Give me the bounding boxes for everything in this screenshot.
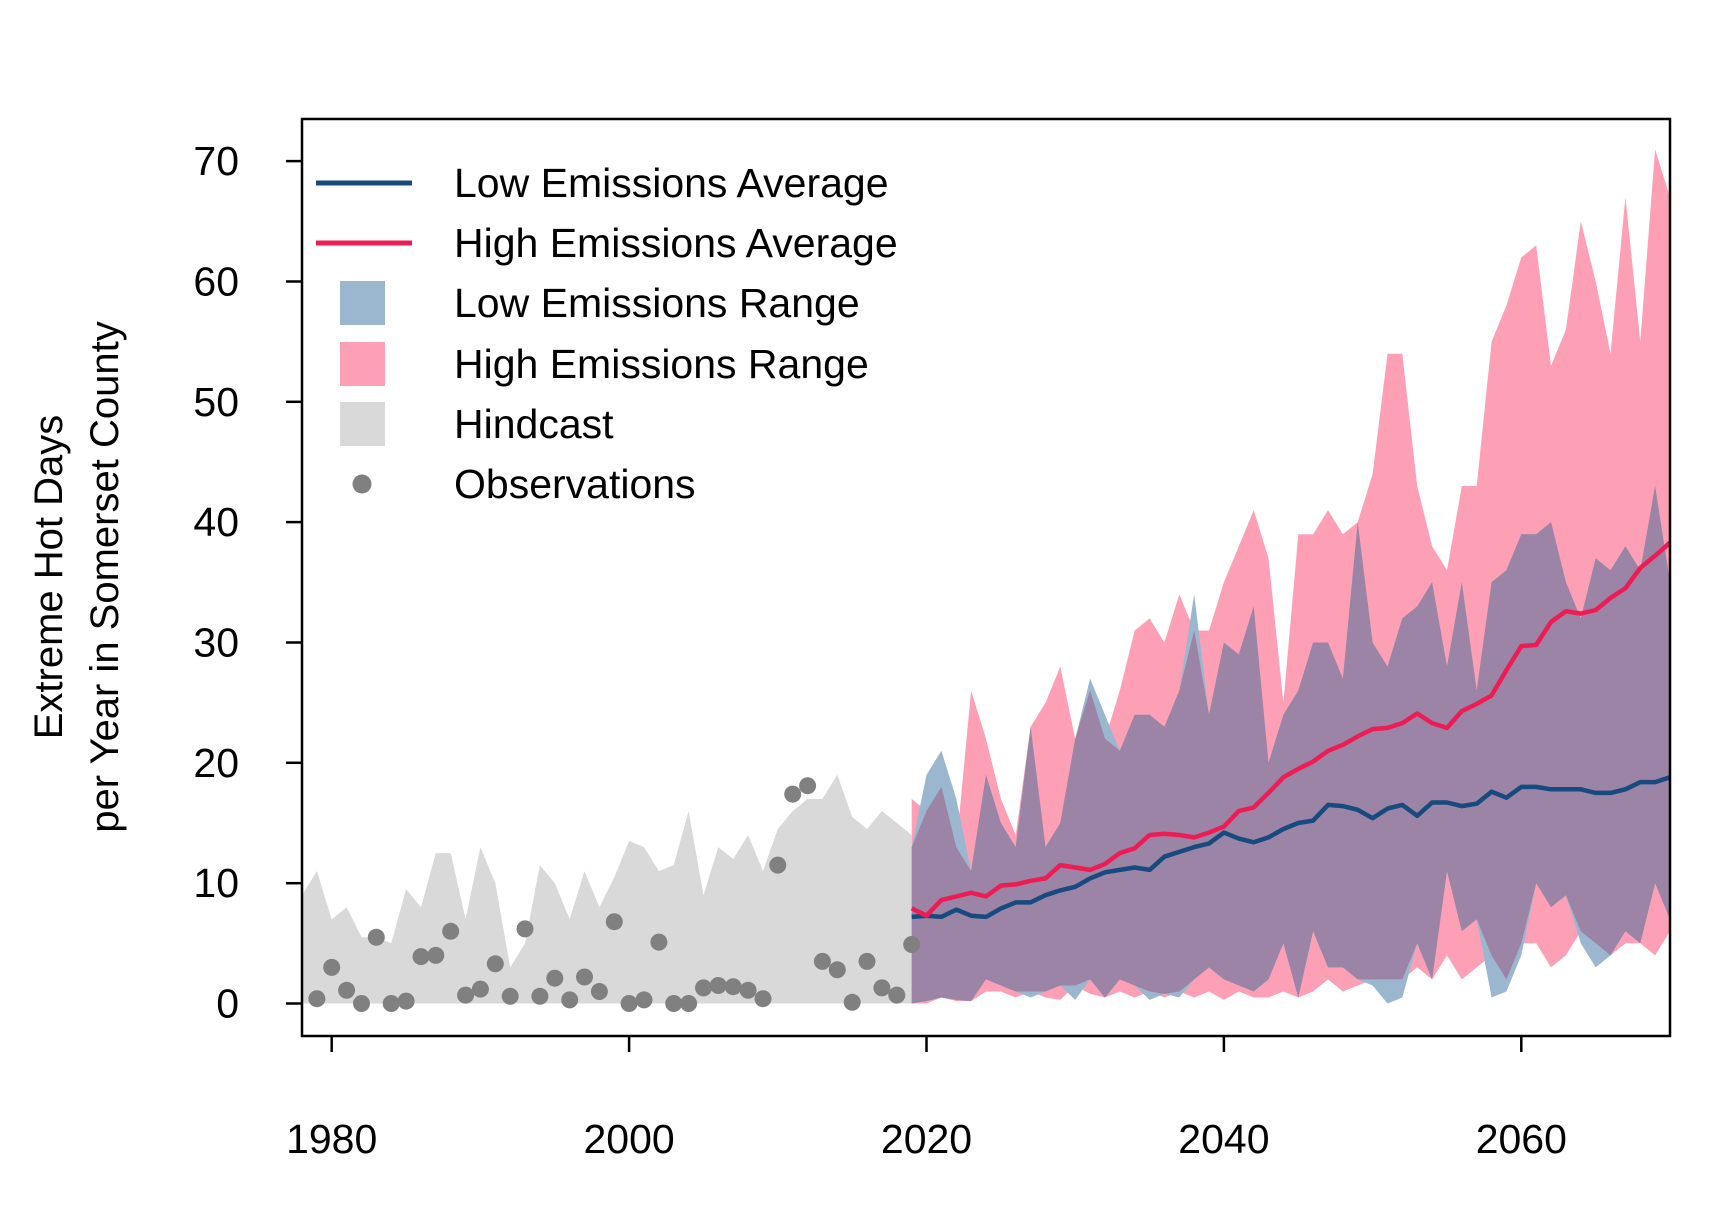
observation-point [442, 922, 460, 940]
legend-label-observations: Observations [454, 461, 696, 507]
legend-label-hindcast: Hindcast [454, 401, 614, 447]
legend-swatch-hindcast [340, 402, 385, 446]
observation-point [338, 981, 356, 999]
observation-point [471, 980, 489, 998]
observation-point [323, 958, 341, 976]
legend-label-low_range: Low Emissions Range [454, 280, 860, 326]
observation-point [605, 913, 623, 931]
legend-label-high_line: High Emissions Average [454, 220, 898, 266]
observation-point [546, 969, 564, 987]
observation-point [769, 856, 787, 874]
y-tick-label: 30 [193, 620, 239, 666]
observation-point [590, 983, 608, 1000]
legend-swatch-high_range [340, 342, 385, 386]
observation-point [739, 981, 757, 999]
observation-point [620, 995, 638, 1012]
observation-point [828, 961, 846, 979]
observation-point [412, 948, 430, 966]
observation-point [843, 993, 861, 1011]
x-tick-label: 2060 [1476, 1116, 1567, 1162]
y-tick-label: 50 [193, 379, 239, 425]
observation-point [888, 986, 906, 1004]
observation-point [367, 928, 385, 946]
y-axis-label-line-2: per Year in Somerset County [83, 321, 127, 832]
observation-point [397, 992, 415, 1010]
observation-point [799, 777, 817, 795]
x-tick-label: 2000 [583, 1116, 674, 1162]
observation-point [531, 987, 549, 1005]
axes-layer: 1980 2000 2020 2040 2060 0 10 20 30 40 50 60 70 [193, 138, 1567, 1162]
observation-point [695, 979, 712, 997]
y-tick-label: 0 [216, 981, 239, 1027]
legend: Low Emissions Average High Emissions Aver… [316, 160, 898, 507]
y-tick-label: 20 [193, 740, 239, 786]
low-emissions-average-line [911, 775, 1670, 920]
x-tick-label: 1980 [286, 1116, 377, 1162]
high-emissions-average-line [910, 540, 1670, 918]
observation-point [353, 995, 370, 1012]
y-axis-label-line-1: Extreme Hot Days [27, 415, 71, 740]
legend-label-low_line: Low Emissions Average [454, 160, 889, 206]
hindcast-band [302, 774, 912, 1004]
observation-point [561, 991, 579, 1009]
observation-point [754, 990, 772, 1008]
observation-point [680, 995, 698, 1012]
observation-point [650, 933, 668, 951]
observation-point [516, 920, 534, 938]
observation-point [501, 987, 519, 1005]
legend-label-high_range: High Emissions Range [454, 341, 869, 387]
observation-point [873, 979, 891, 997]
plot-area [302, 149, 1670, 1012]
observation-point [486, 955, 504, 973]
y-tick-label: 10 [193, 860, 239, 906]
observation-point [724, 978, 742, 996]
observation-point [427, 946, 445, 964]
legend-swatch-low_range [340, 281, 385, 325]
observation-point [382, 995, 400, 1012]
observation-point [858, 952, 876, 970]
observation-point [635, 991, 653, 1009]
observation-point [665, 995, 683, 1012]
observation-point [308, 990, 326, 1008]
observation-point [457, 986, 475, 1004]
y-axis-label: Extreme Hot Days per Year in Somerset Co… [27, 321, 127, 832]
y-tick-label: 40 [193, 499, 239, 545]
observation-point [903, 936, 921, 953]
x-tick-label: 2020 [881, 1116, 972, 1162]
plot-frame [300, 117, 1672, 1038]
observation-point [709, 977, 727, 994]
legend-swatch-observations [352, 474, 372, 494]
observation-point [784, 785, 802, 803]
x-tick-label: 2040 [1178, 1116, 1269, 1162]
observation-point [813, 952, 831, 970]
y-tick-label: 60 [193, 259, 239, 305]
observation-point [576, 968, 593, 986]
plot-layer [302, 149, 1670, 1012]
y-tick-label: 70 [193, 138, 239, 184]
